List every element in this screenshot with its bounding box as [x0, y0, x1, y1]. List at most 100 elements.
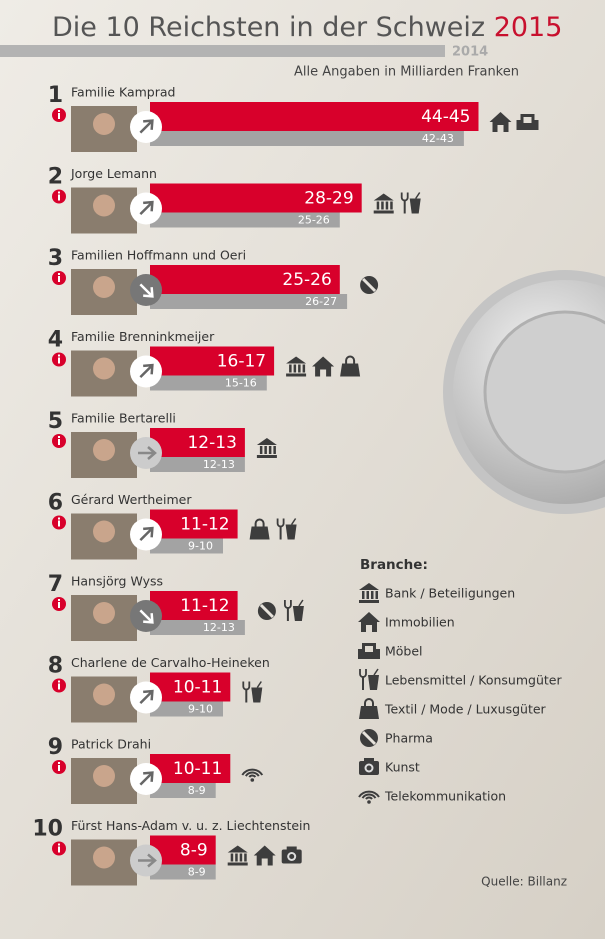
icon-part	[362, 277, 377, 293]
bar-2014	[150, 131, 464, 146]
trend-arrow	[139, 526, 154, 542]
sector-icon-bank	[286, 356, 307, 377]
arrow-shaft	[139, 364, 153, 379]
arrow-head	[143, 200, 154, 212]
icon-part	[285, 524, 297, 540]
icon-part	[273, 446, 276, 454]
icon-part	[289, 854, 295, 859]
bar-2015	[150, 591, 238, 620]
info-stem	[58, 113, 60, 119]
arrow-shaft	[139, 201, 153, 216]
value-label-2014: 8-9	[188, 784, 206, 797]
legend-label: Lebensmittel / Konsumgüter	[385, 673, 562, 688]
portrait-face	[93, 113, 115, 135]
portrait-face	[93, 194, 115, 217]
rank: 10	[32, 817, 63, 842]
sector-icon-bank	[359, 583, 379, 603]
icon-part	[358, 643, 380, 659]
icon-part	[293, 364, 297, 373]
value-label-2014: 12-13	[203, 458, 235, 471]
arrow-head	[143, 287, 154, 298]
icon-part	[230, 853, 234, 862]
icon-part	[244, 853, 247, 862]
arrow-head	[143, 771, 154, 782]
bar-2015	[150, 672, 231, 702]
bar-2015	[150, 509, 238, 539]
portrait-face	[93, 520, 115, 543]
value-label-2015: 25-26	[282, 270, 331, 290]
sector-icon-textil	[340, 355, 361, 377]
sector-icon-kunst	[281, 846, 302, 864]
portrait-face	[93, 765, 115, 787]
legend-title: Branche:	[360, 557, 428, 573]
trend-arrow	[139, 363, 154, 379]
coin	[443, 270, 605, 514]
arrow-shaft	[139, 120, 153, 134]
info-stem	[58, 357, 60, 364]
icon-part	[345, 355, 356, 364]
icon-part	[286, 846, 297, 851]
sector-icon-lebensmittel	[283, 599, 304, 621]
bar-2014	[150, 538, 223, 554]
value-label-2015: 10-11	[173, 759, 222, 779]
info-dot	[58, 843, 60, 846]
portrait-face	[93, 846, 115, 869]
icon-part	[362, 591, 365, 599]
icon-part	[244, 771, 260, 777]
info-dot	[58, 110, 60, 112]
icon-part	[366, 591, 369, 599]
arrow-head	[143, 119, 154, 130]
icon-part	[256, 438, 277, 445]
icon-part	[373, 210, 394, 214]
icon-part	[366, 765, 372, 771]
icon-part	[259, 446, 263, 454]
icon-part	[227, 845, 248, 853]
rank: 8	[48, 654, 63, 679]
portrait-face	[93, 276, 115, 298]
value-label-2015: 8-9	[180, 841, 208, 861]
sector-icon-immo	[358, 612, 380, 632]
icon-part	[365, 796, 373, 800]
icon-part	[373, 193, 394, 201]
value-label-2014: 26-27	[305, 295, 337, 308]
icon-part	[376, 201, 380, 210]
icon-part	[235, 853, 238, 862]
person-name: Charlene de Carvalho-Heineken	[71, 655, 270, 670]
icon-part	[286, 373, 307, 377]
icon-part	[367, 800, 371, 804]
bar-2015	[150, 183, 362, 213]
value-label-2014: 8-9	[188, 866, 206, 879]
sector-icon-bank	[256, 438, 277, 458]
bar-2015	[150, 346, 275, 376]
info-stem	[58, 846, 60, 853]
sector-icon-immo	[312, 356, 335, 377]
info-stem	[58, 439, 60, 445]
rank: 3	[48, 246, 63, 271]
icon-part	[358, 790, 380, 798]
person-name: Gérard Wertheimer	[71, 492, 192, 507]
chart-title: Die 10 Reichsten in der Schweiz 2015	[52, 12, 562, 43]
sector-icon-bank	[227, 845, 248, 866]
icon-part	[361, 793, 377, 799]
icon-part	[248, 774, 257, 778]
icon-part	[385, 201, 389, 210]
arrow-head	[143, 363, 154, 375]
icon-part	[253, 845, 276, 866]
person-name: Familie Kamprad	[71, 85, 175, 100]
icon-part	[381, 201, 384, 210]
icon-part	[312, 356, 335, 377]
value-label-2015: 44-45	[421, 107, 470, 127]
sector-icon-pharma	[360, 276, 379, 294]
bar-2014	[150, 620, 245, 635]
portrait-face	[93, 439, 115, 461]
legend-label: Textil / Mode / Luxusgüter	[384, 702, 547, 717]
info-stem	[58, 194, 60, 201]
icon-part	[241, 768, 264, 776]
info-dot	[58, 436, 60, 438]
value-label-2015: 12-13	[187, 433, 236, 453]
title-year: 2015	[494, 12, 563, 43]
portrait-face	[93, 357, 115, 380]
arrow-head	[143, 526, 154, 538]
icon-part	[358, 612, 380, 632]
